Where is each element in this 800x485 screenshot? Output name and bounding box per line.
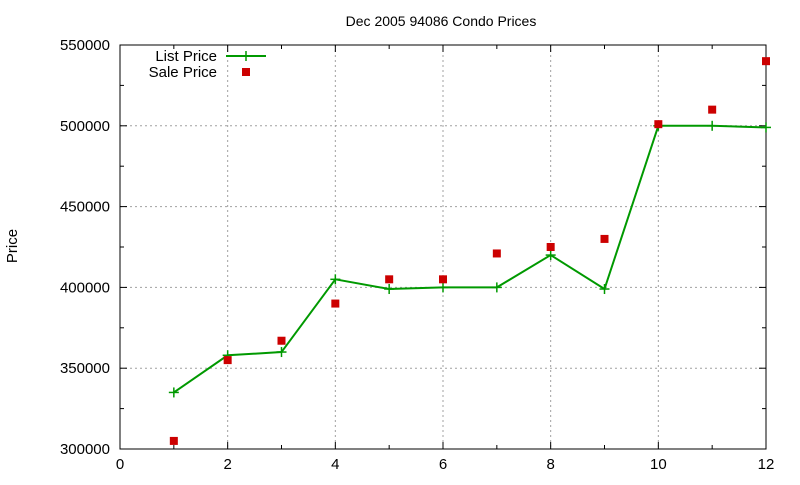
list-price-point <box>168 387 179 398</box>
y-tick-label: 550000 <box>60 37 110 54</box>
series-layer <box>168 57 771 445</box>
sale-price-point <box>169 436 178 445</box>
sale-price-point <box>600 234 609 243</box>
legend-square-marker <box>242 68 250 76</box>
y-tick-label: 300000 <box>60 441 110 458</box>
list-price-line <box>173 124 767 394</box>
series-list-price <box>168 120 771 398</box>
grid-lines <box>120 45 766 449</box>
list-price-point <box>276 347 287 358</box>
sale-price-point <box>708 105 717 114</box>
y-axis-label: Price <box>4 229 21 263</box>
legend-label: Sale Price <box>149 64 217 81</box>
list-price-point <box>707 120 718 131</box>
x-tick-label: 2 <box>223 456 231 473</box>
chart-title: Dec 2005 94086 Condo Prices <box>346 13 537 29</box>
sale-price-point <box>223 356 232 365</box>
series-sale-price <box>169 57 770 445</box>
sale-price-point <box>331 299 340 308</box>
x-tick-label: 12 <box>758 456 775 473</box>
sale-price-point <box>277 336 286 345</box>
y-tick-label: 350000 <box>60 360 110 377</box>
sale-price-point <box>546 243 555 251</box>
list-price-point <box>599 284 610 295</box>
list-price-point <box>384 284 395 295</box>
y-tick-label: 450000 <box>60 199 110 216</box>
list-price-point <box>330 274 341 285</box>
list-price-point <box>545 250 556 261</box>
axes: 0 2 4 6 8 10 12 300000 350000 400000 450000 500000 5… <box>60 37 774 473</box>
list-price-point <box>761 122 771 133</box>
sale-price-point <box>762 57 770 66</box>
y-tick-label: 400000 <box>60 279 110 296</box>
list-price-point <box>438 282 448 293</box>
sale-price-point <box>439 275 447 284</box>
legend-label: List Price <box>155 48 217 65</box>
list-price-point <box>491 282 502 293</box>
sale-price-point <box>385 275 394 284</box>
sale-price-point <box>492 249 501 258</box>
x-tick-label: 4 <box>331 456 339 473</box>
sale-price-point <box>654 120 663 129</box>
x-tick-label: 6 <box>439 456 447 473</box>
legend-plus-marker <box>241 51 251 61</box>
x-tick-label: 8 <box>546 456 554 473</box>
x-tick-label: 10 <box>650 456 667 473</box>
y-tick-label: 500000 <box>60 118 110 135</box>
x-tick-label: 0 <box>116 456 124 473</box>
